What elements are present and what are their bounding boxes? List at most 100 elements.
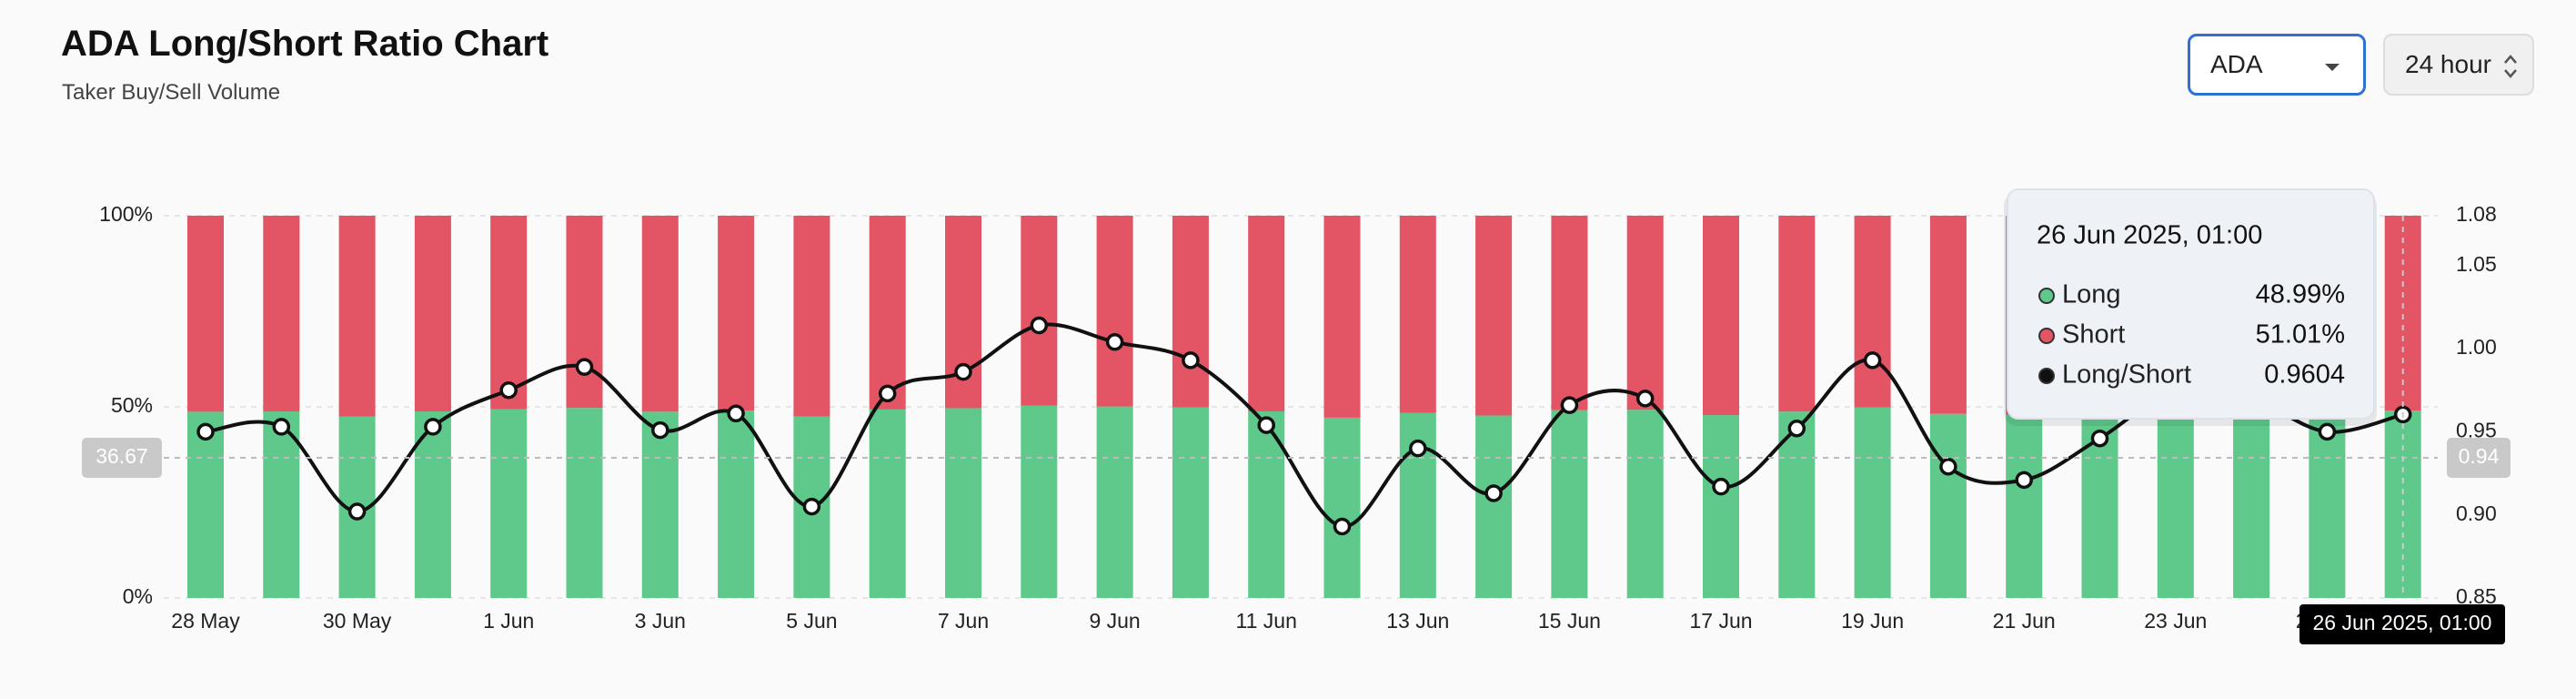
bar-segment [1854,216,1891,408]
bar-segment [869,216,906,410]
crosshair-y2-box [2447,437,2511,478]
ratio-point [1787,419,1806,438]
ratio-point [196,422,215,441]
bar-segment [718,216,755,411]
crosshair-x-label: 26 Jun 2025, 01:00 [2313,611,2492,634]
ratio-point [802,497,821,516]
tooltip-dot [2038,288,2055,304]
x-tick-label: 21 Jun [1993,609,2056,633]
tooltip-title: 26 Jun 2025, 01:00 [2037,221,2262,250]
bar-segment [566,216,603,409]
bar-segment [1323,216,1361,418]
bar-segment [1323,417,1361,598]
bar-segment [1021,405,1058,598]
x-tick-label: 11 Jun [1236,609,1297,633]
bar-segment [1172,407,1209,598]
ratio-point [347,502,367,521]
interval-value: 24 hour [2405,50,2491,78]
bar-segment [2384,216,2421,411]
y-tick-label: 50% [111,393,153,417]
bar-segment [187,216,224,412]
bar-segment [1248,216,1285,411]
y2-tick-label: 1.08 [2456,202,2497,226]
tooltip-value: 0.9604 [2264,360,2345,390]
ratio-point [1635,390,1655,408]
bar-segment [338,216,376,417]
x-tick-label: 30 May [323,609,392,633]
bar-segment [1626,410,1664,598]
dropdown-icon [2325,64,2340,71]
y2-tick-label: 0.90 [2456,501,2497,525]
y-tick-label: 0% [123,584,153,608]
ratio-point [575,358,594,376]
y2-tick-label: 1.05 [2456,252,2497,276]
bar-segment [1172,216,1209,408]
symbol-select[interactable]: ADA [2188,34,2366,96]
tooltip-name: Long/Short [2062,360,2191,390]
bar-segment [793,216,830,417]
tooltip-dot [2038,328,2055,344]
ratio-point [1409,439,1427,458]
bar-segment [641,411,679,598]
bar-segment [1703,216,1739,416]
bar-segment [1551,216,1588,410]
tooltip-value: 51.01% [2256,320,2345,350]
x-tick-label: 5 Jun [786,609,837,633]
ratio-point [1484,484,1503,502]
tooltip-value: 48.99% [2256,280,2345,309]
x-tick-label: 1 Jun [483,609,534,633]
bar-segment [490,409,528,598]
crosshair-y2-label: 0.94 [2459,444,2500,468]
page-subtitle: Taker Buy/Sell Volume [62,80,281,105]
bar-segment [2157,409,2194,598]
page-title: ADA Long/Short Ratio Chart [61,24,549,64]
bar-segment [263,411,300,598]
bar-segment [2233,410,2270,598]
ratio-point [2318,422,2337,441]
bar-segment [1929,216,1967,414]
bar-segment [414,216,451,412]
bar-segment [1929,413,1967,598]
x-tick-label: 9 Jun [1089,609,1140,633]
ratio-point [954,362,972,381]
y2-tick-label: 1.00 [2456,335,2497,359]
crosshair-y-label: 36.67 [96,444,148,468]
x-tick-label: 17 Jun [1689,609,1752,633]
ratio-point [1105,333,1124,351]
tooltip [2007,188,2375,420]
ratio-point [2015,471,2033,490]
x-tick-label: 13 Jun [1386,609,1449,633]
ratio-point [1560,396,1579,414]
x-tick-label: 28 May [171,609,240,633]
bar-segment [641,216,679,412]
bar-segment [1475,415,1513,598]
bar-segment [1399,216,1436,413]
ratio-point [1939,457,1957,476]
ratio-point [1863,351,1882,370]
x-tick-label: 19 Jun [1841,609,1904,633]
bar-segment [1778,411,1816,598]
symbol-value: ADA [2210,50,2263,78]
updown-icon [2504,55,2517,78]
ratio-point [424,418,442,436]
ratio-point [878,384,897,403]
bar-segment [263,216,300,412]
tooltip-name: Short [2062,320,2125,350]
bar-segment [1703,415,1739,598]
bar-segment [1626,216,1664,410]
bar-segment [1551,410,1588,598]
bar-segment [718,410,755,598]
ratio-point [499,380,518,400]
ratio-point [1030,316,1049,335]
x-tick-label: 15 Jun [1538,609,1601,633]
x-tick-label: 23 Jun [2144,609,2207,633]
ratio-point [1712,477,1730,496]
bar-segment [1021,216,1058,406]
bar-segment [187,411,224,598]
x-tick-label: 7 Jun [938,609,989,633]
x-tick-label: 3 Jun [635,609,686,633]
interval-select[interactable]: 24 hour [2383,34,2534,96]
ratio-point [727,404,745,423]
crosshair-y-box [82,437,162,478]
